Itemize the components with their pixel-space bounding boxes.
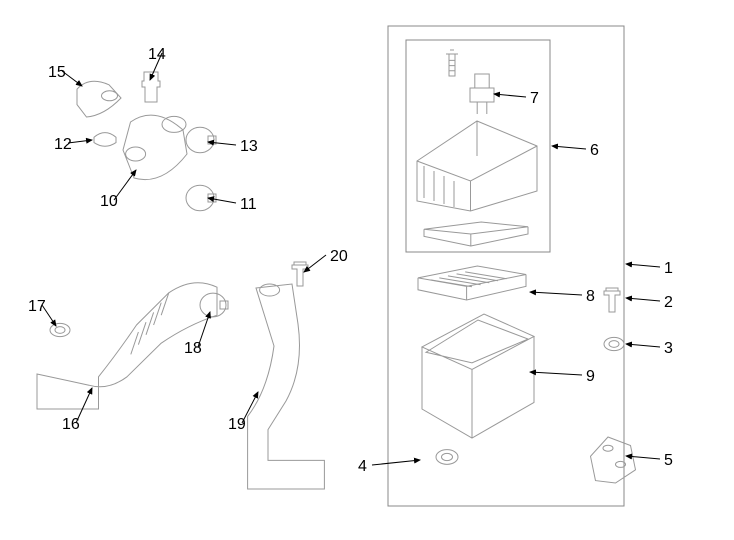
leader-line-2 (626, 298, 660, 301)
part-snorkel-19 (248, 284, 325, 489)
box-assembly-1 (388, 26, 624, 506)
callout-label-20: 20 (330, 248, 348, 266)
part-grommet-3 (604, 337, 624, 350)
callout-label-4: 4 (358, 458, 367, 476)
callout-label-17: 17 (28, 298, 46, 316)
callout-label-3: 3 (664, 340, 673, 358)
callout-label-13: 13 (240, 138, 258, 156)
callout-label-1: 1 (664, 260, 673, 278)
leader-line-6 (552, 146, 586, 149)
leader-line-9 (530, 372, 582, 375)
callout-label-11: 11 (240, 196, 257, 214)
callout-label-2: 2 (664, 294, 673, 312)
part-grommet-17 (50, 323, 70, 336)
leader-line-1 (626, 264, 660, 267)
callout-label-5: 5 (664, 452, 673, 470)
leader-line-8 (530, 292, 582, 295)
part-fitting-14 (142, 72, 160, 102)
part-bolt-2 (604, 288, 620, 312)
part-sensor-7 (470, 74, 494, 114)
part-clamp-11 (186, 185, 216, 210)
part-grommet-4 (436, 450, 458, 465)
callout-label-16: 16 (62, 416, 80, 434)
callout-label-7: 7 (530, 90, 539, 108)
part-housing-bottom-9 (422, 314, 534, 438)
part-filter-8 (418, 266, 526, 300)
parts-diagram (0, 0, 734, 540)
box-subassembly-6 (406, 40, 550, 252)
callout-label-15: 15 (48, 64, 66, 82)
part-screw-top (446, 50, 458, 76)
leader-line-20 (304, 255, 326, 272)
callout-label-14: 14 (148, 46, 166, 64)
part-intake-body-10 (123, 115, 187, 179)
part-clamp-12 (94, 133, 116, 147)
leader-line-5 (626, 456, 660, 459)
part-elbow-15 (77, 81, 121, 117)
leader-line-3 (626, 344, 660, 347)
part-gasket-6 (424, 222, 528, 246)
part-bolt-20 (292, 262, 308, 286)
callout-label-10: 10 (100, 193, 118, 211)
callout-label-6: 6 (590, 142, 599, 160)
part-bracket-5 (591, 437, 636, 483)
leader-line-4 (372, 460, 420, 465)
leader-line-7 (494, 94, 526, 97)
callout-label-18: 18 (184, 340, 202, 358)
part-clamp-13 (186, 127, 216, 152)
part-clamp-18 (200, 293, 228, 317)
callout-label-8: 8 (586, 288, 595, 306)
callout-label-12: 12 (54, 136, 72, 154)
callout-label-9: 9 (586, 368, 595, 386)
callout-label-19: 19 (228, 416, 246, 434)
part-housing-top-6 (417, 121, 537, 211)
